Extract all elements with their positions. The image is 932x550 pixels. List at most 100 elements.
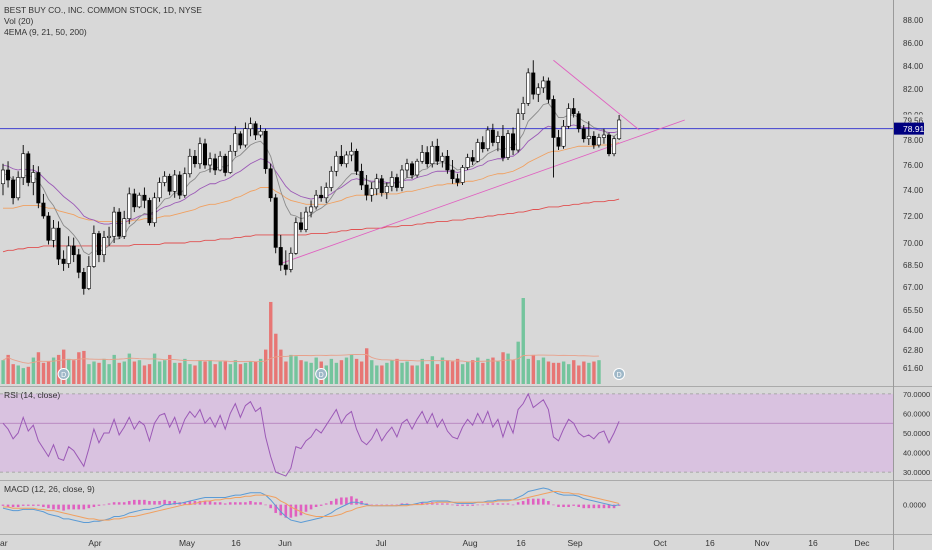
volume-bar (400, 362, 404, 384)
volume-bar (370, 360, 374, 384)
macd-histogram-bar (506, 503, 510, 505)
volume-bar (248, 361, 253, 384)
candle-body (268, 168, 273, 199)
macd-histogram-bar (476, 504, 479, 506)
volume-bar (531, 354, 536, 384)
rsi-tick-label: 60.0000 (903, 409, 930, 418)
macd-histogram-bar (77, 504, 81, 510)
x-tick-label: Aug (462, 538, 477, 548)
price-tick-label: 88.00 (903, 16, 924, 25)
volume-bar (506, 353, 510, 384)
candle-body (46, 215, 51, 241)
candle-body (233, 133, 238, 152)
candle-body (561, 125, 566, 147)
candle-body (243, 128, 248, 146)
macd-histogram-bar (244, 502, 247, 505)
candle-body (606, 134, 611, 155)
x-tick-label: Jun (278, 538, 292, 548)
candle-body (147, 200, 152, 224)
volume-bar (36, 352, 41, 384)
macd-histogram-bar (158, 501, 161, 505)
macd-histogram-bar (446, 503, 449, 505)
volume-bar (460, 364, 465, 384)
rsi-layer (0, 392, 893, 477)
macd-histogram-bar (57, 504, 60, 510)
candle-body (364, 184, 369, 196)
volume-bar (359, 361, 364, 384)
macd-histogram-bar (319, 504, 323, 506)
volume-bar (178, 362, 182, 384)
volume-bar (536, 360, 541, 384)
macd-histogram-bar (415, 503, 419, 505)
rsi-line (2, 392, 620, 477)
macd-histogram-bar (577, 504, 580, 507)
candle-body (354, 150, 359, 172)
volume-bar (455, 358, 460, 384)
volume-bar (349, 354, 354, 384)
price-tick-label: 67.00 (903, 283, 924, 292)
price-tick-label: 76.00 (903, 161, 924, 170)
macd-tick-label: 0.0000 (903, 501, 926, 510)
macd-histogram-bar (441, 503, 444, 505)
dividend-marker (57, 368, 70, 380)
candle-body (334, 155, 339, 172)
candle-body (41, 202, 46, 217)
candle-body (107, 235, 112, 238)
macd-histogram-bar (259, 502, 262, 505)
macd-histogram-bar (385, 504, 389, 506)
volume-bar (193, 365, 197, 384)
volume-bar (420, 358, 424, 384)
macd-histogram-bar (198, 501, 202, 505)
macd-histogram-bar (289, 504, 293, 518)
candle-body (425, 152, 430, 165)
macd-histogram-bar (501, 503, 505, 505)
macd-histogram-bar (87, 504, 91, 509)
volume-bar (87, 364, 91, 384)
candle-body (213, 158, 218, 171)
volume-bar (597, 360, 601, 384)
macd-histogram-bar (168, 501, 171, 505)
macd-histogram-bar (425, 503, 429, 505)
volume-bar (264, 349, 268, 384)
macd-histogram-bar (269, 504, 272, 509)
dividend-marker-label: D (617, 372, 622, 379)
candle-body (384, 185, 389, 193)
macd-histogram-bar (223, 503, 227, 505)
trendline-layer (0, 59, 893, 264)
rsi-tick-label: 50.0000 (903, 429, 930, 438)
candle-body (31, 172, 36, 183)
macd-histogram-bar (587, 504, 591, 509)
macd-histogram-bar (496, 503, 500, 505)
volume-bar (491, 357, 495, 384)
candle-body (197, 143, 202, 165)
volume-bar (168, 354, 172, 384)
macd-histogram-bar (249, 501, 252, 505)
candle-body (410, 163, 415, 176)
macd-histogram-bar (597, 504, 601, 509)
x-tick-label: Dec (854, 538, 870, 548)
macd-histogram-bar (279, 504, 283, 516)
macd-layer (1, 487, 621, 523)
candle-body (612, 138, 617, 155)
macd-histogram-bar (521, 501, 525, 505)
volume-bar (380, 365, 384, 384)
candle-body (581, 128, 586, 140)
candle-body (283, 264, 288, 270)
macd-histogram-bar (32, 504, 35, 506)
candle-body (122, 218, 127, 237)
volume-bar (551, 362, 556, 384)
volume-bar (592, 361, 596, 384)
volume-bar (112, 354, 116, 384)
candle-body (369, 188, 374, 196)
volume-bar (435, 364, 440, 384)
price-tick-label: 70.00 (903, 239, 924, 248)
volume-bar (445, 360, 450, 384)
candle-body (521, 103, 526, 115)
price-tick-label: 78.00 (903, 136, 924, 145)
x-tick-label: Oct (653, 538, 667, 548)
candle-body (465, 157, 470, 168)
macd-histogram-bar (309, 504, 313, 510)
